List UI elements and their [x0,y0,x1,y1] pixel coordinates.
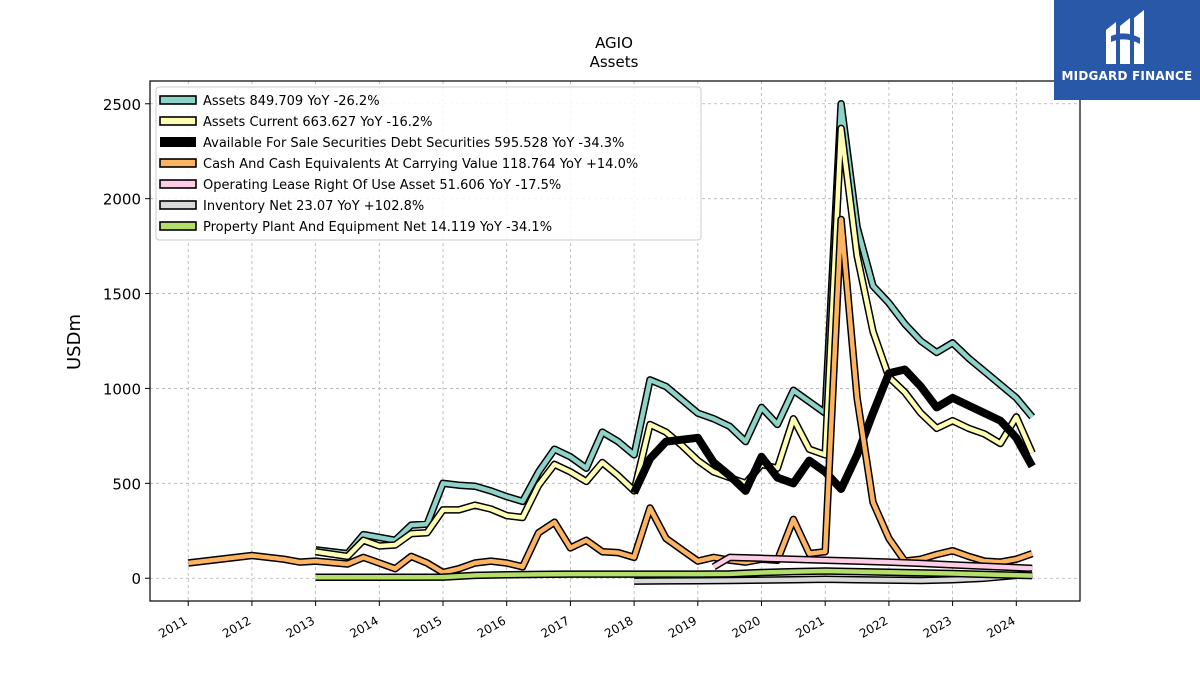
series-line [315,126,1035,559]
series-line [712,555,1033,571]
x-tick-label: 2011 [156,613,189,640]
legend-label: Property Plant And Equipment Net 14.119 … [203,220,552,235]
series-6 [315,567,1033,582]
x-tick-label: 2013 [284,613,317,640]
x-tick-label: 2018 [602,613,635,640]
legend: Assets 849.709 YoY -26.2% Assets Current … [155,86,702,241]
brand-logo: MIDGARD FINANCE [1054,0,1200,100]
legend-swatch [159,116,197,126]
series-lines [187,100,1036,585]
chart-title: AGIO [595,34,633,52]
x-tick-label: 2024 [984,613,1017,640]
legend-entry: Operating Lease Right Of Use Asset 51.60… [159,178,561,193]
legend-label: Cash And Cash Equivalents At Carrying Va… [203,157,638,172]
legend-entry: Property Plant And Equipment Net 14.119 … [159,220,552,235]
legend-entry: Inventory Net 23.07 YoY +102.8% [159,199,424,214]
y-tick-label: 500 [112,475,141,493]
x-tick-label: 2021 [793,613,826,640]
legend-swatch [159,221,197,231]
legend-label: Assets 849.709 YoY -26.2% [203,94,380,109]
y-tick-label: 2500 [103,96,141,114]
x-tick-label: 2022 [857,613,890,640]
y-axis-label: USDm [64,314,85,370]
legend-swatch [159,179,197,189]
x-tick-label: 2020 [730,613,763,640]
y-tick-label: 0 [131,570,141,588]
legend-label: Operating Lease Right Of Use Asset 51.60… [203,178,561,193]
legend-label: Available For Sale Securities Debt Secur… [203,136,624,151]
legend-entry: Available For Sale Securities Debt Secur… [160,136,624,151]
x-tick-label: 2012 [220,613,253,640]
series-2 [630,365,1036,495]
x-tick-label: 2023 [921,613,954,640]
legend-box [155,86,702,241]
brand-logo-text: MIDGARD FINANCE [1061,69,1193,83]
legend-swatch [159,200,197,210]
x-tick-label: 2016 [475,613,508,640]
y-tick-label: 1000 [103,380,141,398]
legend-label: Assets Current 663.627 YoY -16.2% [203,115,433,130]
series-5 [634,570,1033,585]
series-line [634,571,1033,584]
series-1 [315,124,1036,561]
y-tick-label: 2000 [103,191,141,209]
x-tick-label: 2019 [666,613,699,640]
x-tick-label: 2014 [347,613,380,640]
legend-label: Inventory Net 23.07 YoY +102.8% [203,199,424,214]
legend-swatch [159,158,197,168]
series-0 [315,100,1036,558]
legend-swatch [160,137,196,147]
plot-frame [149,80,1081,602]
legend-entry: Cash And Cash Equivalents At Carrying Va… [159,157,638,172]
series-line [630,365,1036,495]
legend-swatch [159,95,197,105]
series-line [315,101,1034,556]
chart-subtitle: Assets [590,53,639,71]
legend-entry: Assets Current 663.627 YoY -16.2% [159,115,433,130]
y-tick-label: 1500 [103,286,141,304]
series-line [315,568,1033,580]
legend-entry: Assets 849.709 YoY -26.2% [159,94,380,109]
brand-logo-icon [1106,10,1144,64]
x-tick-label: 2017 [538,613,571,640]
series-4 [711,553,1033,573]
x-tick-label: 2015 [411,613,444,640]
